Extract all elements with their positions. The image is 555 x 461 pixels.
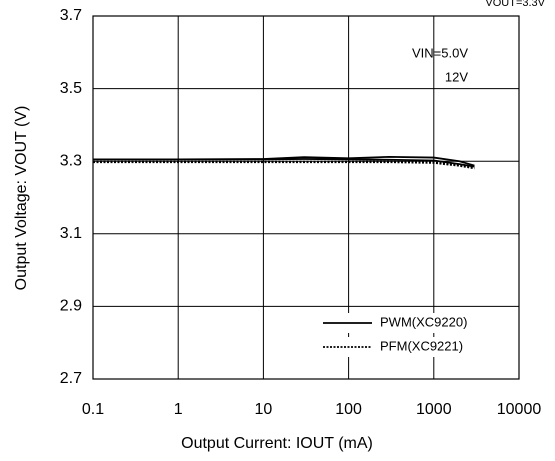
y-tick-label: 3.7 bbox=[60, 7, 82, 24]
x-tick-label: 10 bbox=[255, 401, 273, 418]
x-axis-label: Output Current: IOUT (mA) bbox=[181, 435, 373, 452]
legend-bg bbox=[318, 337, 508, 357]
y-tick-label: 2.9 bbox=[60, 298, 82, 315]
y-axis-label: Output Voltage: VOUT (V) bbox=[13, 106, 30, 291]
x-tick-label: 10000 bbox=[497, 401, 542, 418]
y-tick-label: 3.3 bbox=[60, 152, 82, 169]
annotation: VIN=5.0V bbox=[412, 45, 468, 60]
series-line bbox=[93, 155, 475, 167]
plot-frame bbox=[92, 15, 520, 380]
annotation: 12V bbox=[445, 69, 468, 84]
legend-label: PWM(XC9220) bbox=[380, 314, 467, 329]
series-line bbox=[93, 160, 475, 169]
y-tick-label: 3.1 bbox=[60, 225, 82, 242]
legend-label: PFM(XC9221) bbox=[380, 338, 463, 353]
x-tick-label: 100 bbox=[335, 401, 362, 418]
x-tick-label: 1000 bbox=[416, 401, 452, 418]
y-tick-label: 3.5 bbox=[60, 80, 82, 97]
series-line bbox=[93, 161, 475, 170]
annotation: VOUT=3.3V bbox=[485, 0, 545, 9]
legend-bg bbox=[318, 313, 508, 333]
y-tick-label: 2.7 bbox=[60, 370, 82, 387]
x-tick-label: 0.1 bbox=[82, 401, 104, 418]
x-tick-label: 1 bbox=[174, 401, 183, 418]
